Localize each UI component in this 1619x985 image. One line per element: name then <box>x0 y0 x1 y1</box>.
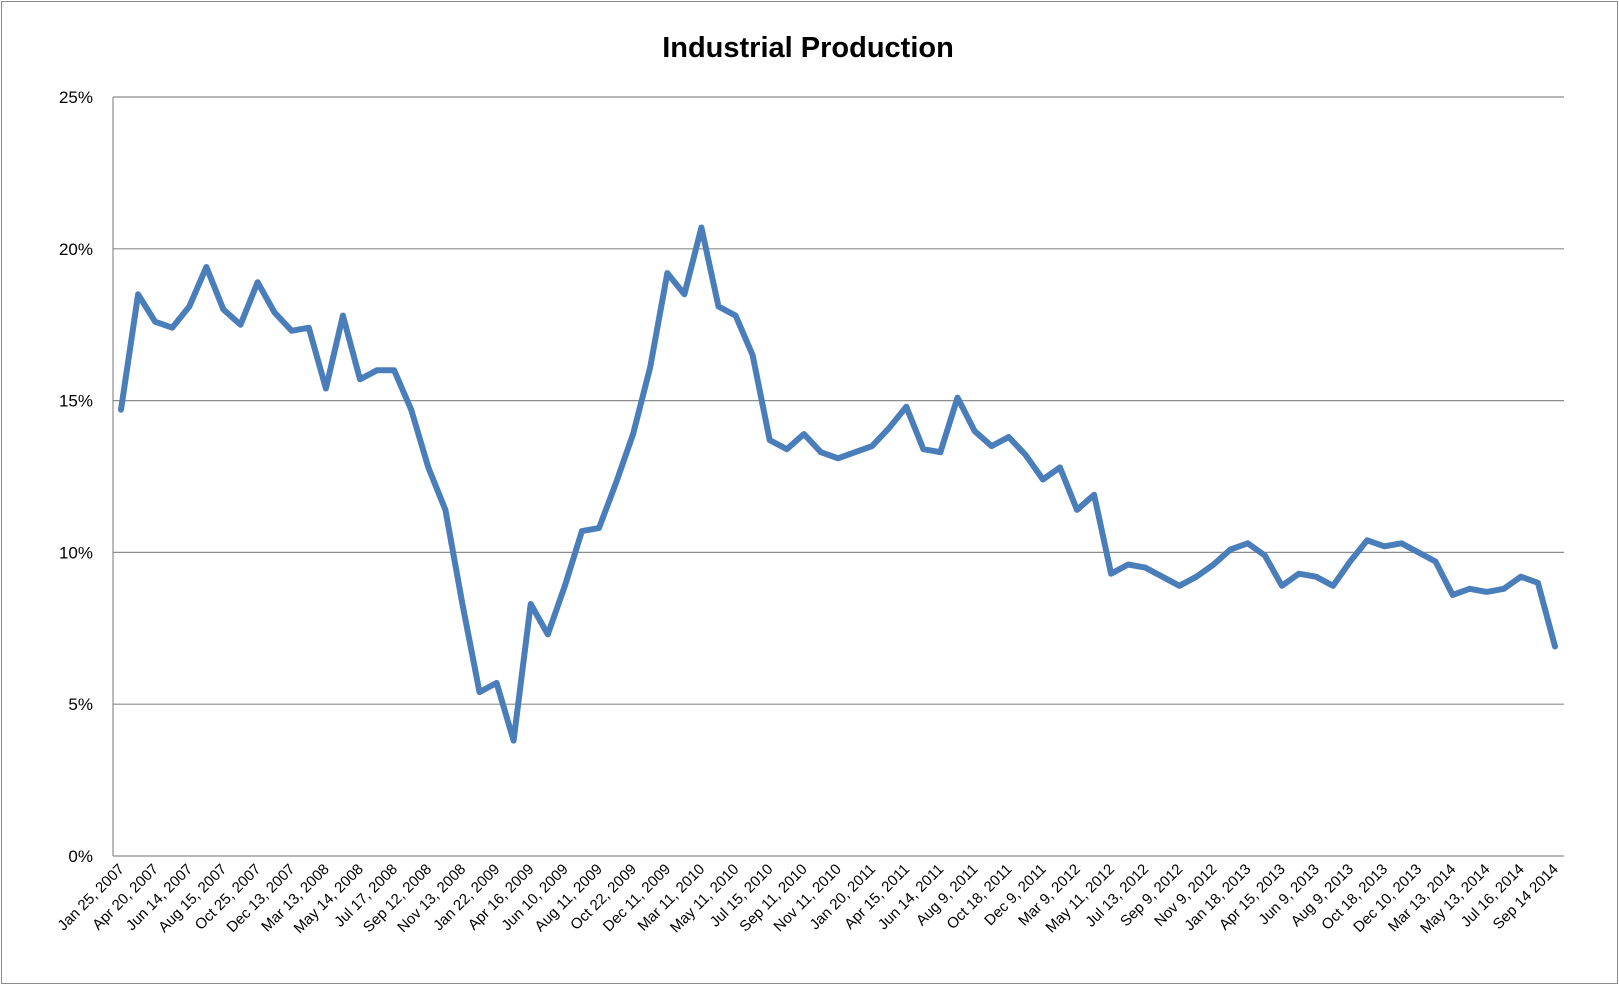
series-line <box>118 224 1558 744</box>
y-tick-label: 20% <box>59 240 93 259</box>
y-tick-label: 10% <box>59 543 93 562</box>
series-group <box>118 224 1558 744</box>
y-tick-label: 5% <box>68 695 93 714</box>
y-tick-label: 15% <box>59 392 93 411</box>
y-tick-label: 25% <box>59 88 93 107</box>
chart-title: Industrial Production <box>662 32 954 64</box>
y-axis: 0% 5% 10% 15% 20% 25% <box>59 88 114 866</box>
gridlines <box>113 96 1564 857</box>
y-tick-label: 0% <box>68 847 93 866</box>
